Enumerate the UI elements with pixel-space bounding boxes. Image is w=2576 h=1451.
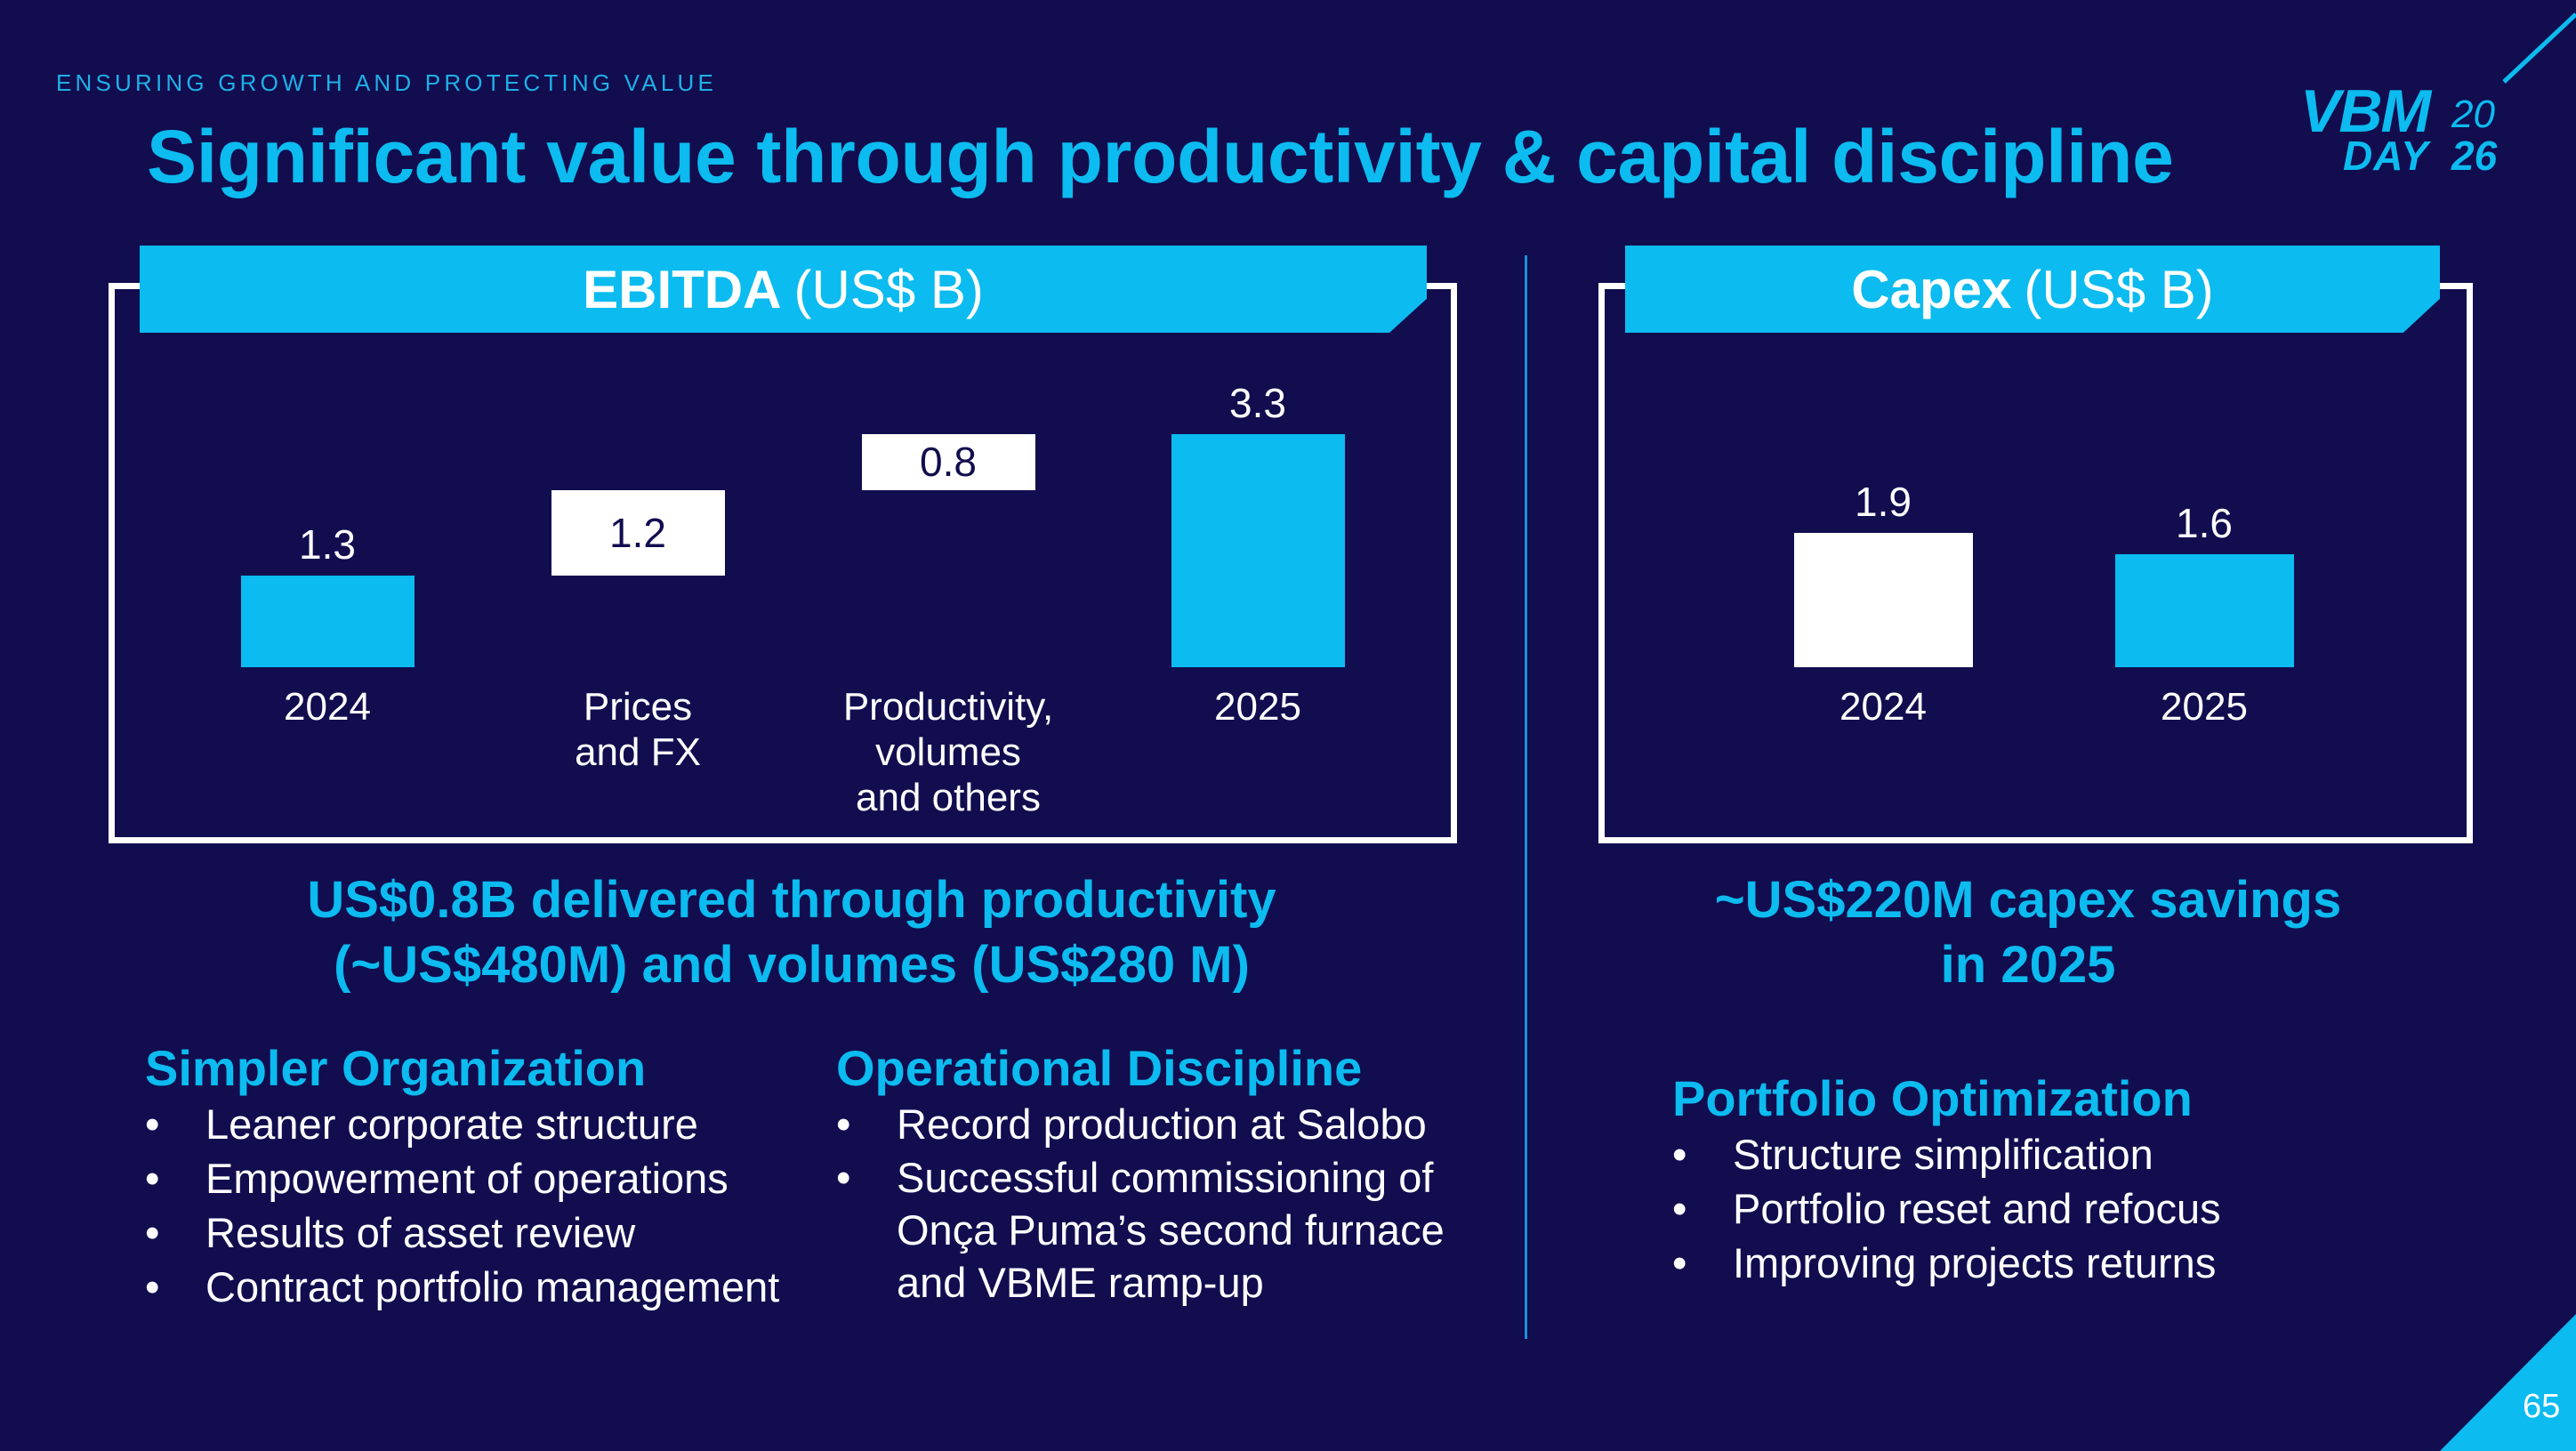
list-item-text: Results of asset review	[205, 1209, 636, 1256]
ebitda-value-label: 0.8	[920, 439, 977, 486]
bullet-icon: •	[145, 1263, 160, 1310]
ebitda-header: EBITDA (US$ B)	[140, 246, 1427, 333]
corner-accent-triangle	[2440, 1314, 2576, 1451]
list-item-text: Contract portfolio management	[205, 1263, 780, 1310]
capex-callout: ~US$220M capex savings in 2025	[1583, 867, 2473, 997]
ebitda-bar-2	[861, 433, 1035, 491]
ebitda-header-title: EBITDA	[583, 259, 782, 319]
list-item-text: Record production at Salobo	[897, 1100, 1427, 1148]
capex-value-label: 1.6	[2176, 499, 2233, 546]
list-item: • Improving projects returns	[1672, 1236, 2221, 1290]
list-item: • Contract portfolio management	[145, 1260, 779, 1314]
section-title: Portfolio Optimization	[1672, 1070, 2193, 1126]
list-item-text: Empowerment of operations	[205, 1155, 729, 1202]
capex-bar-1	[2114, 553, 2294, 667]
logo-day-text: DAY	[2343, 133, 2429, 179]
page-number: 65	[2523, 1388, 2561, 1425]
capex-header-unit: (US$ B)	[2024, 259, 2214, 319]
section-simpler-organization: Simpler Organization • Leaner corporate s…	[145, 1039, 779, 1314]
ebitda-category-label: Prices and FX	[575, 685, 701, 774]
section-operational-discipline: Operational Discipline • Record productio…	[836, 1039, 1459, 1309]
ebitda-category-label: 2025	[1214, 685, 1301, 729]
list-item-text: Portfolio reset and refocus	[1733, 1185, 2221, 1232]
capex-category-label: 2024	[1839, 685, 1927, 729]
bullet-icon: •	[1672, 1185, 1687, 1232]
list-item: • Successful commissioning of Onça Puma’s…	[836, 1151, 1459, 1309]
list-item: • Results of asset review	[145, 1205, 779, 1260]
ebitda-bar-1	[551, 490, 725, 576]
vbm-day-logo: VBM 20 DAY 26	[2295, 71, 2576, 187]
ebitda-value-label: 1.2	[609, 509, 666, 556]
bullet-list: • Record production at Salobo • Successful…	[836, 1097, 1459, 1309]
list-item-text: Improving projects returns	[1733, 1239, 2217, 1286]
vertical-divider	[1525, 255, 1527, 1339]
list-item-text: Structure simplification	[1733, 1131, 2153, 1178]
bullet-icon: •	[836, 1100, 851, 1148]
ebitda-category-label: 2024	[284, 685, 371, 729]
bullet-list: • Leaner corporate structure • Empowerment…	[145, 1097, 779, 1314]
logo-vbm-text: VBM	[2300, 77, 2431, 145]
bullet-icon: •	[1672, 1239, 1687, 1286]
list-item: • Empowerment of operations	[145, 1151, 779, 1205]
list-item: • Structure simplification	[1672, 1127, 2221, 1181]
ebitda-bar-0	[240, 575, 415, 667]
capex-header-title: Capex	[1851, 259, 2012, 319]
ebitda-category-label: Productivity, volumes and others	[842, 685, 1054, 819]
bullet-list: • Structure simplification • Portfolio res…	[1672, 1127, 2221, 1290]
list-item: • Portfolio reset and refocus	[1672, 1181, 2221, 1236]
page-title: Significant value through productivity &…	[147, 115, 2174, 198]
list-item: • Leaner corporate structure	[145, 1097, 779, 1151]
ebitda-value-label: 3.3	[1229, 379, 1286, 426]
ebitda-callout: US$0.8B delivered through productivity (…	[169, 867, 1414, 997]
section-kicker: ENSURING GROWTH AND PROTECTING VALUE	[56, 69, 717, 96]
capex-chart-frame	[1598, 283, 2473, 843]
bullet-icon: •	[836, 1154, 851, 1201]
list-item-text: Successful commissioning of Onça Puma’s …	[897, 1154, 1445, 1306]
list-item: • Record production at Salobo	[836, 1097, 1459, 1151]
bullet-icon: •	[1672, 1131, 1687, 1178]
capex-category-label: 2025	[2161, 685, 2248, 729]
bullet-icon: •	[145, 1209, 160, 1256]
logo-year-top: 20	[2451, 93, 2495, 136]
bullet-icon: •	[145, 1100, 160, 1148]
section-portfolio-optimization: Portfolio Optimization • Structure simpli…	[1672, 1069, 2221, 1290]
capex-value-label: 1.9	[1855, 478, 1912, 525]
logo-year-bottom: 26	[2451, 133, 2498, 179]
list-item-text: Leaner corporate structure	[205, 1100, 698, 1148]
ebitda-value-label: 1.3	[299, 520, 356, 568]
ebitda-callout-line: (~US$480M) and volumes (US$280 M)	[334, 936, 1250, 994]
capex-bar-0	[1793, 532, 1973, 667]
capex-header: Capex (US$ B)	[1625, 246, 2440, 333]
ebitda-header-unit: (US$ B)	[793, 259, 984, 319]
capex-callout-line: ~US$220M capex savings	[1714, 871, 2342, 929]
bullet-icon: •	[145, 1155, 160, 1202]
ebitda-callout-line: US$0.8B delivered through productivity	[307, 871, 1276, 929]
section-title: Operational Discipline	[836, 1040, 1363, 1096]
ebitda-bar-3	[1171, 433, 1345, 667]
capex-callout-line: in 2025	[1940, 936, 2116, 994]
section-title: Simpler Organization	[145, 1040, 647, 1096]
